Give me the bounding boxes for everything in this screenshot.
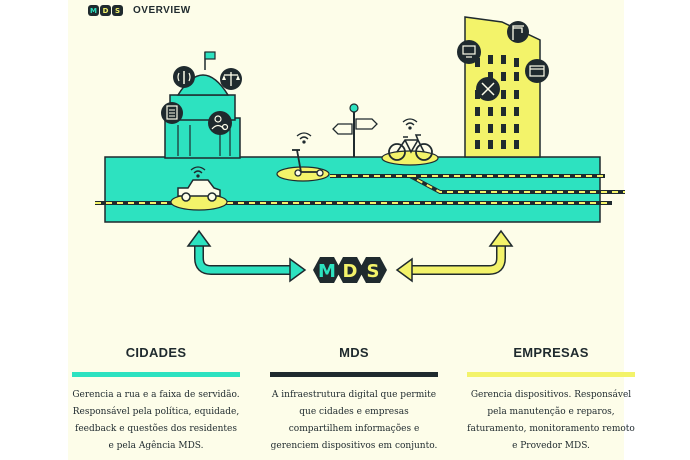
logo-letter-s: S xyxy=(367,261,380,282)
logo-letter-d: D xyxy=(100,5,111,16)
header: M D S OVERVIEW xyxy=(88,5,191,16)
logo-letter-m: M xyxy=(88,5,99,16)
logo-letter-s: S xyxy=(112,5,123,16)
mds-mini-logo: M D S xyxy=(88,5,123,16)
scales-icon xyxy=(220,68,242,90)
column-cidades: CIDADES Gerencia a rua e a faixa de serv… xyxy=(72,345,240,455)
column-mds: MDS A infraestrutura digital que permite… xyxy=(270,345,438,455)
column-divider xyxy=(270,372,438,377)
scooter-icon xyxy=(276,149,330,182)
column-title: MDS xyxy=(339,345,369,360)
person-settings-icon xyxy=(208,111,232,135)
office-building-icon xyxy=(464,16,541,158)
column-title: EMPRESAS xyxy=(513,345,589,360)
wifi-icon xyxy=(296,132,312,144)
wifi-icon xyxy=(190,166,206,178)
mds-logo: M D S xyxy=(313,257,387,283)
car-icon xyxy=(170,179,228,211)
column-description: Gerencia dispositivos. Responsável pela … xyxy=(467,390,635,451)
antenna-icon xyxy=(173,66,195,88)
logo-letter-d: D xyxy=(343,261,358,282)
column-divider xyxy=(72,372,240,377)
document-icon xyxy=(161,102,183,124)
signpost-icon xyxy=(332,103,378,157)
lane-dash-right xyxy=(330,174,625,194)
logo-letter-m: M xyxy=(318,261,336,282)
tools-icon xyxy=(476,77,500,101)
column-empresas: EMPRESAS Gerencia dispositivos. Responsá… xyxy=(467,345,635,455)
overview-diagram: M D S xyxy=(95,16,625,283)
wifi-icon xyxy=(402,118,418,130)
column-title: CIDADES xyxy=(125,345,187,360)
monitor-icon xyxy=(457,40,481,64)
crane-icon xyxy=(507,21,529,43)
column-description: A infraestrutura digital que permite que… xyxy=(270,390,438,451)
arrow-icon xyxy=(186,229,307,283)
arrow-icon xyxy=(395,229,514,283)
bicycle-icon xyxy=(381,134,439,166)
card-icon xyxy=(525,59,549,83)
column-description: Gerencia a rua e a faixa de servidão. Re… xyxy=(72,390,240,451)
page-title: OVERVIEW xyxy=(133,5,191,16)
column-divider xyxy=(467,372,635,377)
